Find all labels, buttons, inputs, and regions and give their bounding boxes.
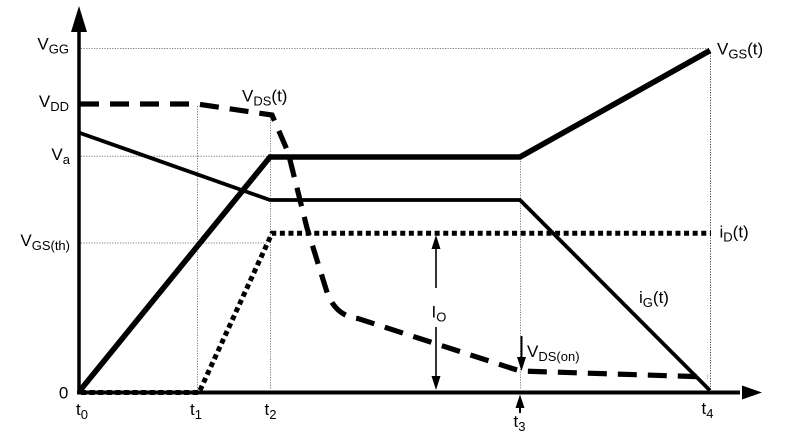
svg-text:0: 0 [59, 383, 68, 402]
svg-text:t4: t4 [702, 399, 714, 421]
svg-text:t1: t1 [190, 400, 202, 422]
svg-text:t0: t0 [76, 400, 88, 422]
svg-text:t3: t3 [514, 412, 526, 434]
svg-text:t2: t2 [265, 400, 277, 422]
